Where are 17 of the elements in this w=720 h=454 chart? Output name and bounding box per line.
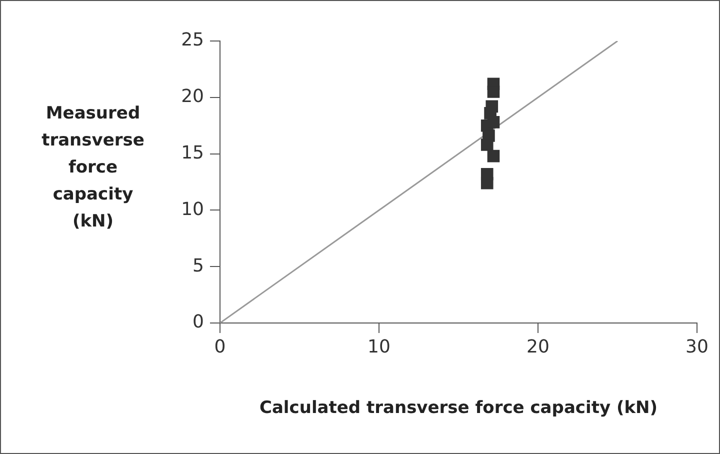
y-tick-label: 15 [181, 142, 204, 164]
y-tick-label: 10 [181, 198, 204, 220]
point [480, 138, 494, 151]
point [487, 116, 500, 128]
y-axis-title: Measured transverse force capacity (kN) [42, 103, 144, 232]
point [487, 86, 500, 98]
point [487, 150, 500, 162]
y-tick-label: 0 [192, 312, 204, 333]
x-axis-title: Calculated transverse force capacity (kN) [259, 398, 658, 418]
x-tick-label: 0 [214, 336, 226, 358]
y-tick-label: 20 [181, 86, 204, 108]
x-tick-label: 20 [526, 336, 550, 358]
y-tick-label: 5 [192, 255, 204, 276]
x-tick-label: 10 [368, 336, 390, 358]
x-tick-label: 30 [686, 336, 708, 358]
point [480, 176, 494, 190]
y-tick-label: 25 [181, 30, 204, 51]
